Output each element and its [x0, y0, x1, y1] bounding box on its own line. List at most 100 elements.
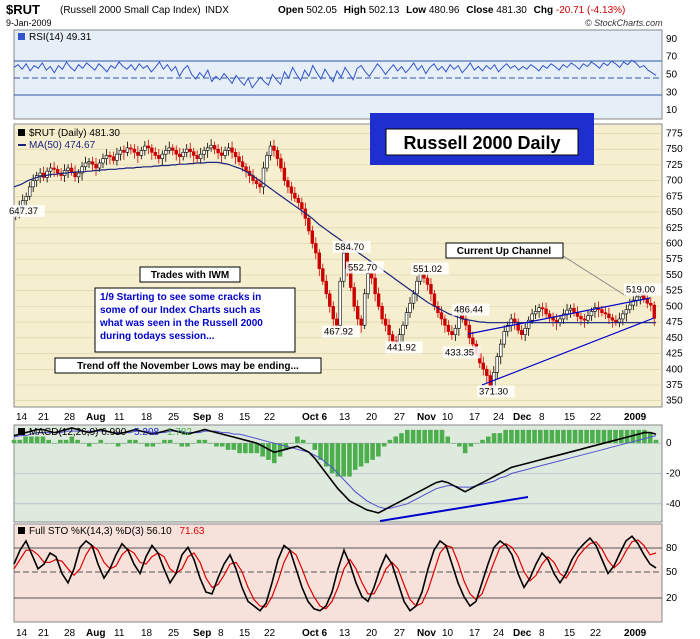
candle-body — [338, 280, 342, 326]
label-433-35-bg — [443, 346, 481, 359]
x-tick: Oct 6 — [302, 412, 327, 423]
sto-d-line — [13, 539, 657, 610]
macd-hist-bar — [601, 429, 607, 444]
macd-hist-bar — [439, 429, 445, 444]
macd-hist-bar — [69, 436, 75, 444]
macd-hist-bar — [81, 443, 86, 444]
candle-body — [240, 161, 245, 168]
macd-hist-bar — [451, 443, 456, 444]
candles — [14, 139, 656, 392]
candle-body — [83, 162, 88, 168]
macd-hist-bar — [231, 443, 237, 450]
candle-body — [328, 293, 332, 307]
candle-body — [324, 280, 328, 295]
candle-body — [66, 167, 70, 171]
sto-panel-bg — [13, 523, 663, 623]
candle-body — [300, 202, 304, 210]
candle-body — [530, 313, 534, 321]
candle-body — [495, 356, 499, 373]
candle-body — [418, 274, 423, 282]
price-legend-swatch — [18, 129, 25, 136]
macd-line — [13, 427, 657, 514]
candle-body — [181, 152, 185, 158]
candle-body — [115, 153, 119, 161]
candle-body — [164, 150, 168, 155]
x-tick: 8 — [218, 412, 224, 423]
macd-hist-bar — [277, 443, 283, 457]
price-tick: 650 — [666, 207, 683, 218]
x-tick: 18 — [141, 628, 153, 639]
macd-hist-bar — [416, 429, 422, 444]
x-tick: 20 — [366, 412, 378, 423]
macd-hist-bar — [462, 443, 468, 454]
candle-body — [143, 145, 147, 151]
macd-legend: MACD(12,26,9) 6.990 5.208 1.782 — [29, 427, 192, 438]
sto-tick: 20 — [666, 593, 678, 604]
price-tick: 625 — [666, 223, 683, 234]
candle-body — [621, 313, 625, 320]
macd-hist-bar — [243, 443, 248, 454]
macd-hist-bar — [295, 436, 300, 444]
candle-body — [296, 197, 301, 203]
chart-date: 9-Jan-2009 — [6, 18, 52, 28]
rsi-line — [13, 59, 657, 89]
label-371-30: 371.30 — [479, 386, 508, 397]
price-panel: 775 750 725 700 675 650 625 600 575 550 525 500 475 4… — [7, 113, 683, 408]
macd-hist-bar — [393, 436, 399, 444]
x-tick: 8 — [539, 628, 545, 639]
sto-k-line — [13, 535, 657, 612]
x-tick: 17 — [469, 628, 481, 639]
candle-body — [185, 148, 189, 153]
candle-body — [652, 304, 656, 319]
x-tick: Sep — [193, 412, 211, 423]
macd-trendline — [379, 496, 529, 522]
candle-body — [90, 161, 95, 165]
candle-body — [628, 304, 632, 310]
candle-body — [307, 218, 311, 232]
candle-body — [108, 155, 112, 158]
trend-label: Trend off the November Lows may be endin… — [77, 361, 299, 372]
candle-body — [551, 317, 555, 321]
candle-body — [258, 183, 262, 188]
x-tick: 22 — [590, 412, 602, 423]
macd-hist-bar — [503, 429, 508, 444]
x-tick: 24 — [493, 628, 505, 639]
candle-body — [502, 331, 506, 345]
label-519-00-bg — [624, 283, 662, 296]
candle-body — [390, 334, 395, 342]
candle-body — [314, 243, 318, 254]
macd-hist-bar — [98, 439, 104, 444]
candle-body — [589, 311, 594, 317]
candle-body — [167, 147, 171, 151]
macd-hist-bar — [399, 433, 404, 444]
candle-body — [387, 324, 391, 335]
copyright: © StockCharts.com — [585, 18, 663, 28]
macd-hist-bar — [57, 439, 63, 444]
candle-body — [202, 150, 206, 155]
macd-hist-bar — [352, 443, 358, 470]
sto-axis: 80 50 20 — [666, 543, 678, 604]
macd-hist-bar — [144, 443, 150, 447]
label-441-92: 441.92 — [387, 342, 416, 353]
channel-pointer — [559, 253, 627, 297]
candle-body — [80, 166, 84, 174]
symbol: $RUT — [6, 2, 40, 17]
macd-hist-bar — [381, 443, 387, 447]
x-tick: Dec — [513, 628, 532, 639]
candle-body — [429, 284, 433, 295]
rsi-label: RSI(14) 49.31 — [29, 32, 92, 43]
label-486-44-bg — [452, 303, 490, 316]
candle-body — [617, 318, 622, 323]
candle-body — [359, 318, 363, 326]
x-tick: 10 — [442, 412, 454, 423]
x-tick: 22 — [590, 628, 602, 639]
rsi-axis: 90 70 50 30 10 — [666, 34, 678, 116]
macd-hist-bar — [248, 443, 254, 454]
macd-hist-bar — [300, 439, 306, 444]
note-line-4: during todays session... — [100, 331, 215, 342]
macd-hist-bar — [29, 436, 34, 444]
candle-body — [380, 306, 384, 320]
note-line-1: 1/9 Starting to see some cracks in — [100, 292, 261, 303]
candle-body — [261, 167, 266, 188]
macd-hist-bar — [572, 429, 578, 444]
